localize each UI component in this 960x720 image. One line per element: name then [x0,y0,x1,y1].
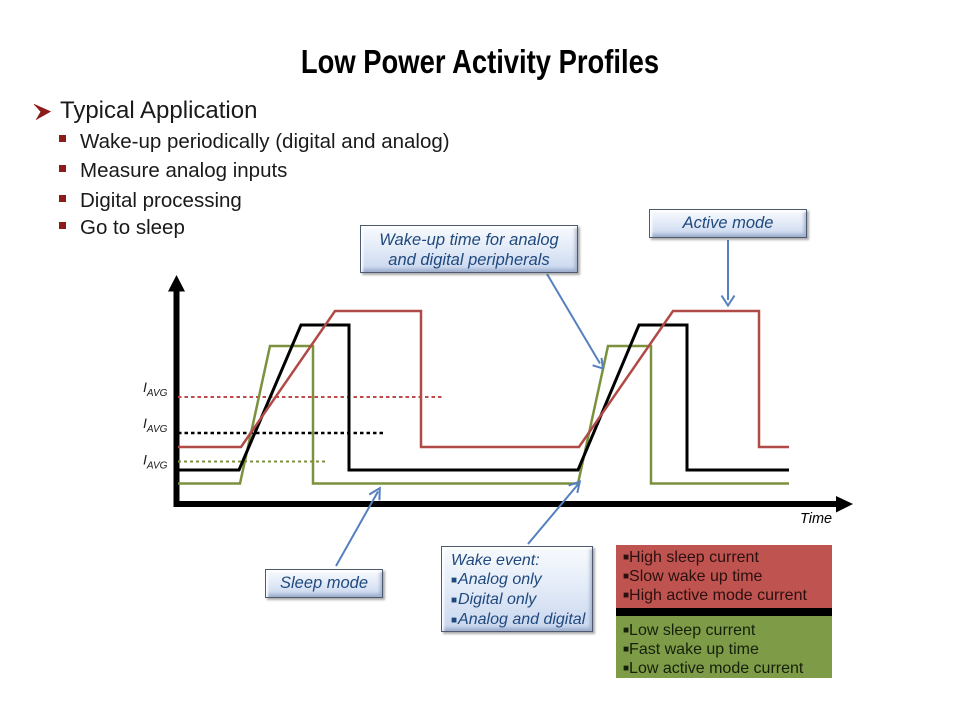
svg-text:IAVG: IAVG [143,452,168,472]
svg-text:Time: Time [800,511,832,527]
svg-text:IAVG: IAVG [143,415,168,435]
svg-text:IAVG: IAVG [143,379,168,399]
